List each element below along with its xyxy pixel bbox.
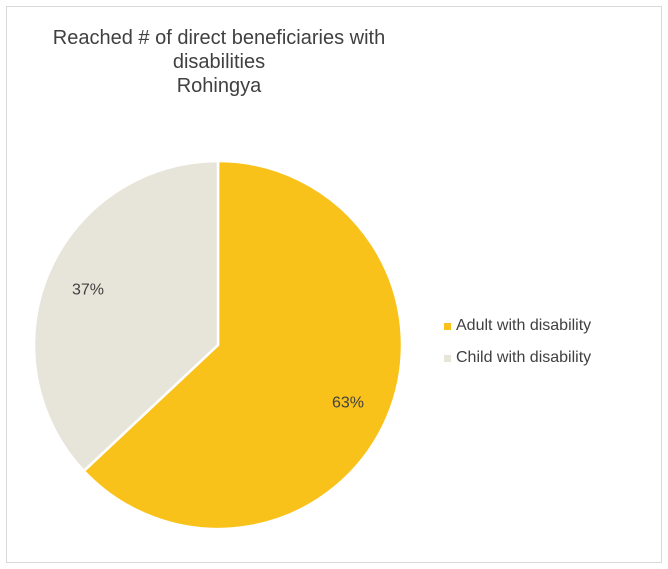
legend-swatch-adult — [444, 322, 451, 330]
pie-slice-adult — [82, 159, 404, 531]
legend: Adult with disability Child with disabil… — [444, 316, 591, 380]
legend-label-adult: Adult with disability — [456, 317, 592, 334]
pie-slice-child — [32, 159, 220, 473]
chart-title-line-3: Rohingya — [176, 75, 262, 97]
legend-item-adult: Adult with disability — [444, 316, 591, 336]
pie-label-child: 37% — [72, 282, 104, 299]
chart-title-line-1: Reached # of direct beneficiaries with — [52, 27, 386, 49]
legend-item-child: Child with disability — [444, 348, 591, 368]
chart-title-line-2: disabilities — [172, 51, 266, 73]
pie-label-adult: 63% — [332, 394, 364, 411]
chart-title: Reached # of direct beneficiaries with d… — [0, 26, 438, 98]
legend-swatch-child — [444, 354, 451, 362]
legend-label-child: Child with disability — [456, 349, 592, 366]
